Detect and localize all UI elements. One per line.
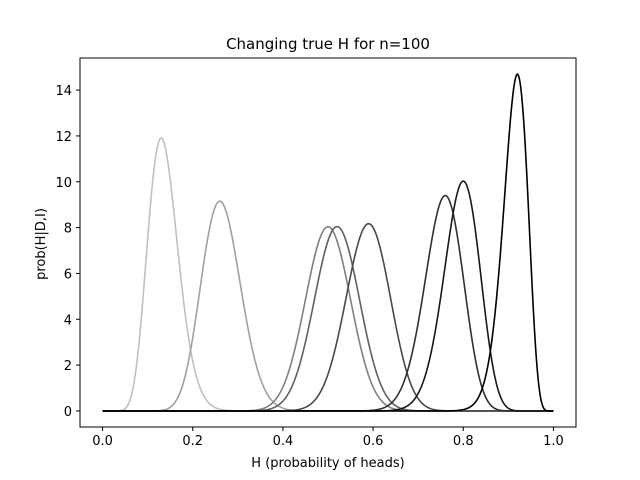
y-tick-label: 4 <box>64 313 72 328</box>
x-tick-label: 0.8 <box>453 434 474 449</box>
y-tick-label: 8 <box>64 222 72 237</box>
x-tick-label: 0.6 <box>363 434 384 449</box>
x-axis-ticks: 0.0 0.2 0.4 0.6 0.8 1.0 <box>92 427 564 449</box>
y-tick-label: 10 <box>55 176 72 191</box>
y-tick-label: 12 <box>55 130 72 145</box>
x-tick-label: 0.4 <box>273 434 294 449</box>
x-axis-label: H (probability of heads) <box>251 456 404 471</box>
y-axis-ticks: 0 2 4 6 8 10 12 14 <box>55 84 80 420</box>
series-line-8 <box>102 73 554 412</box>
y-tick-label: 6 <box>64 267 72 282</box>
axes-frame <box>79 57 577 428</box>
x-tick-label: 0.0 <box>92 434 113 449</box>
chart-title: Changing true H for n=100 <box>226 35 430 53</box>
y-tick-label: 14 <box>55 84 72 99</box>
y-tick-label: 2 <box>64 359 72 374</box>
plot-area <box>102 73 554 412</box>
y-axis-label: prob(H|D,I) <box>34 208 49 280</box>
y-tick-label: 0 <box>64 405 72 420</box>
x-tick-label: 0.2 <box>182 434 203 449</box>
x-tick-label: 1.0 <box>543 434 564 449</box>
